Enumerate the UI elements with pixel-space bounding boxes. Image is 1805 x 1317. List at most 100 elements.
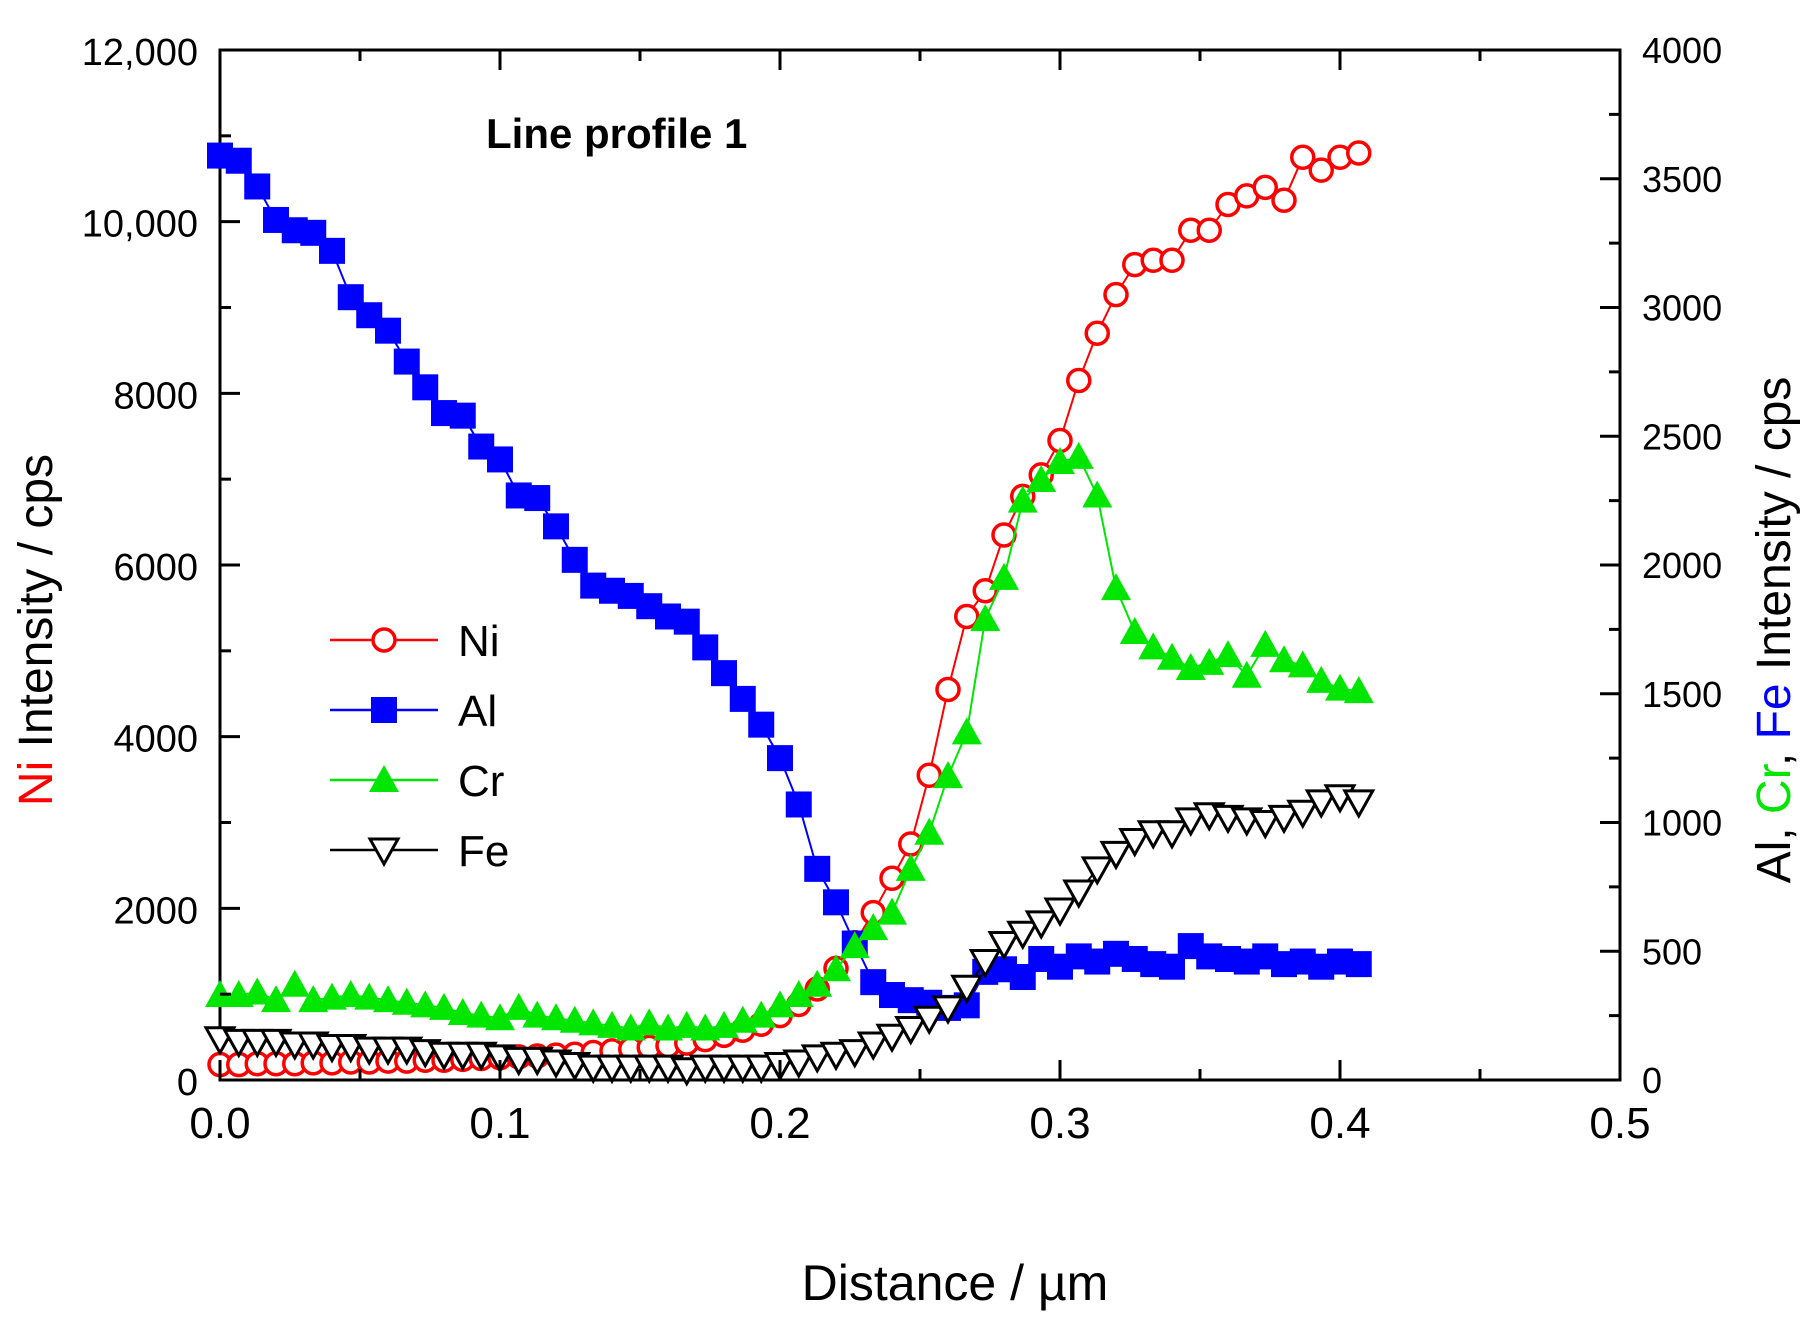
- plot-frame: [218, 48, 1622, 1082]
- series-line-ni: [220, 152, 1360, 1066]
- data-point-cr: [671, 1010, 702, 1038]
- data-point-ni: [1252, 174, 1278, 201]
- data-point-ni: [954, 603, 980, 630]
- data-point-al: [729, 685, 756, 712]
- data-point-cr: [1213, 640, 1243, 668]
- data-point-cr: [503, 992, 534, 1020]
- data-point-cr: [466, 1000, 497, 1028]
- data-point-cr: [839, 931, 870, 959]
- data-point-cr: [410, 990, 441, 1018]
- x-tick-label: 0.3: [1029, 1099, 1090, 1148]
- data-point-al: [804, 855, 831, 882]
- legend-marker: [371, 697, 397, 723]
- y-left-tick-label: 0: [177, 1062, 198, 1104]
- data-point-al: [673, 608, 700, 635]
- data-point-cr: [858, 913, 889, 941]
- data-point-fe: [1342, 789, 1376, 819]
- data-point-cr: [821, 954, 851, 982]
- data-point-cr: [1138, 632, 1169, 660]
- axis-label-part: Intensity / cps: [10, 454, 63, 761]
- data-point-fe: [1024, 910, 1058, 940]
- data-point-cr: [1063, 441, 1094, 469]
- data-point-cr: [989, 562, 1019, 590]
- data-point-ni: [1290, 144, 1316, 171]
- data-point-al: [711, 660, 737, 687]
- y-right-tick-label: 3500: [1642, 159, 1722, 200]
- data-point-fe: [1248, 810, 1282, 840]
- plot-border: [218, 48, 1622, 1082]
- y-right-tick-label: 4000: [1642, 30, 1722, 71]
- data-point-cr: [783, 980, 814, 1008]
- y-right-tick-label: 2000: [1642, 545, 1722, 586]
- data-point-cr: [1026, 465, 1057, 493]
- data-point-fe: [1099, 840, 1133, 871]
- data-point-fe: [819, 1041, 853, 1072]
- data-point-cr: [933, 761, 963, 789]
- data-point-cr: [279, 969, 310, 997]
- data-point-cr: [354, 982, 385, 1010]
- legend-label: Al: [458, 687, 497, 736]
- data-point-cr: [1306, 665, 1337, 693]
- data-point-fe: [670, 1057, 704, 1087]
- series-fe: [203, 784, 1376, 1087]
- data-point-al: [823, 889, 849, 916]
- data-point-al: [748, 711, 775, 738]
- data-point-fe: [931, 995, 965, 1025]
- y-left-tick-label: 2000: [113, 890, 198, 932]
- data-point-fe: [782, 1049, 816, 1080]
- data-point-ni: [972, 578, 998, 604]
- data-point-cr: [1007, 485, 1038, 513]
- y-right-tick-label: 1000: [1642, 803, 1722, 844]
- data-point-cr: [877, 897, 907, 925]
- data-point-al: [375, 317, 401, 344]
- data-point-fe: [800, 1044, 834, 1074]
- axis-label-part: Al,: [1748, 814, 1801, 883]
- data-point-fe: [1118, 828, 1152, 858]
- data-point-fe: [856, 1031, 890, 1062]
- data-point-cr: [895, 853, 926, 881]
- legend-marker: [367, 837, 401, 868]
- legend-label: Fe: [458, 827, 509, 876]
- data-point-cr: [1287, 650, 1318, 678]
- data-point-cr: [429, 992, 459, 1020]
- data-point-fe: [875, 1023, 909, 1054]
- legend-marker: [369, 765, 399, 792]
- y-left-axis-label: Ni Intensity / cps: [10, 454, 63, 806]
- x-tick-label: 0.4: [1309, 1099, 1370, 1148]
- data-point-cr: [522, 1000, 553, 1028]
- data-point-fe: [894, 1016, 928, 1046]
- data-point-cr: [541, 1003, 571, 1031]
- data-point-al: [393, 348, 420, 375]
- data-point-cr: [1250, 629, 1281, 657]
- data-point-cr: [578, 1008, 609, 1036]
- data-point-cr: [970, 604, 1001, 632]
- legend: Ni Al Cr Fe: [330, 617, 509, 876]
- data-point-fe: [950, 974, 984, 1005]
- data-point-fe: [968, 949, 1002, 979]
- data-point-al: [1345, 951, 1372, 978]
- data-point-cr: [634, 1008, 665, 1036]
- axis-label-part: Ni: [10, 761, 63, 806]
- data-point-cr: [1101, 573, 1131, 601]
- data-point-fe: [1043, 897, 1077, 928]
- legend-item-cr: Cr: [330, 757, 504, 806]
- data-point-al: [244, 173, 271, 200]
- data-point-fe: [1155, 820, 1189, 850]
- y-right-tick-label: 3000: [1642, 288, 1722, 329]
- data-point-al: [785, 791, 812, 818]
- data-point-fe: [1174, 807, 1208, 837]
- data-point-ni: [1308, 157, 1334, 183]
- legend-label: Cr: [458, 757, 504, 806]
- data-point-ni: [1346, 140, 1372, 166]
- y-left-tick-label: 6000: [113, 547, 198, 589]
- data-point-cr: [1082, 480, 1113, 508]
- data-point-cr: [447, 998, 478, 1026]
- y-right-tick-label: 500: [1642, 931, 1702, 972]
- data-point-fe: [1286, 799, 1320, 830]
- series-line-al: [219, 154, 1359, 1009]
- data-point-ni: [1103, 281, 1129, 308]
- data-point-al: [561, 546, 588, 573]
- legend-item-fe: Fe: [330, 827, 509, 876]
- data-point-fe: [1006, 920, 1040, 951]
